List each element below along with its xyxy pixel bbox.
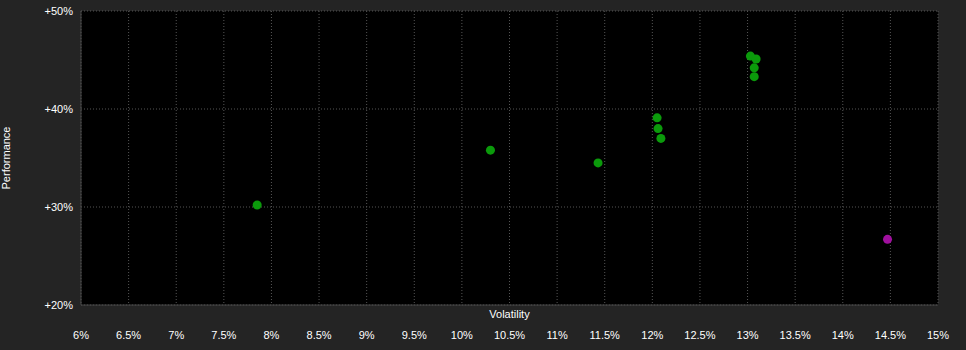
svg-text:14%: 14% — [832, 329, 854, 341]
svg-text:10.5%: 10.5% — [494, 329, 525, 341]
svg-text:9%: 9% — [359, 329, 375, 341]
svg-text:11%: 11% — [547, 329, 568, 341]
svg-text:15%: 15% — [927, 329, 949, 341]
svg-text:12.5%: 12.5% — [684, 329, 715, 341]
svg-text:12%: 12% — [641, 329, 663, 341]
svg-text:8.5%: 8.5% — [307, 329, 332, 341]
svg-text:7.5%: 7.5% — [211, 329, 236, 341]
svg-text:8%: 8% — [263, 329, 279, 341]
svg-text:13.5%: 13.5% — [780, 329, 811, 341]
svg-text:Performance: Performance — [8, 127, 12, 190]
svg-text:9.5%: 9.5% — [402, 329, 427, 341]
svg-text:+20%: +20% — [45, 299, 74, 311]
svg-text:6%: 6% — [73, 329, 89, 341]
svg-text:13%: 13% — [737, 329, 759, 341]
svg-text:+50%: +50% — [45, 5, 74, 17]
svg-text:Volatility: Volatility — [489, 308, 530, 320]
svg-text:+40%: +40% — [45, 103, 74, 115]
svg-text:10%: 10% — [451, 329, 473, 341]
svg-text:+30%: +30% — [45, 201, 74, 213]
svg-text:6.5%: 6.5% — [116, 329, 141, 341]
svg-text:14.5%: 14.5% — [875, 329, 906, 341]
svg-text:11.5%: 11.5% — [590, 329, 621, 341]
svg-text:7%: 7% — [168, 329, 184, 341]
